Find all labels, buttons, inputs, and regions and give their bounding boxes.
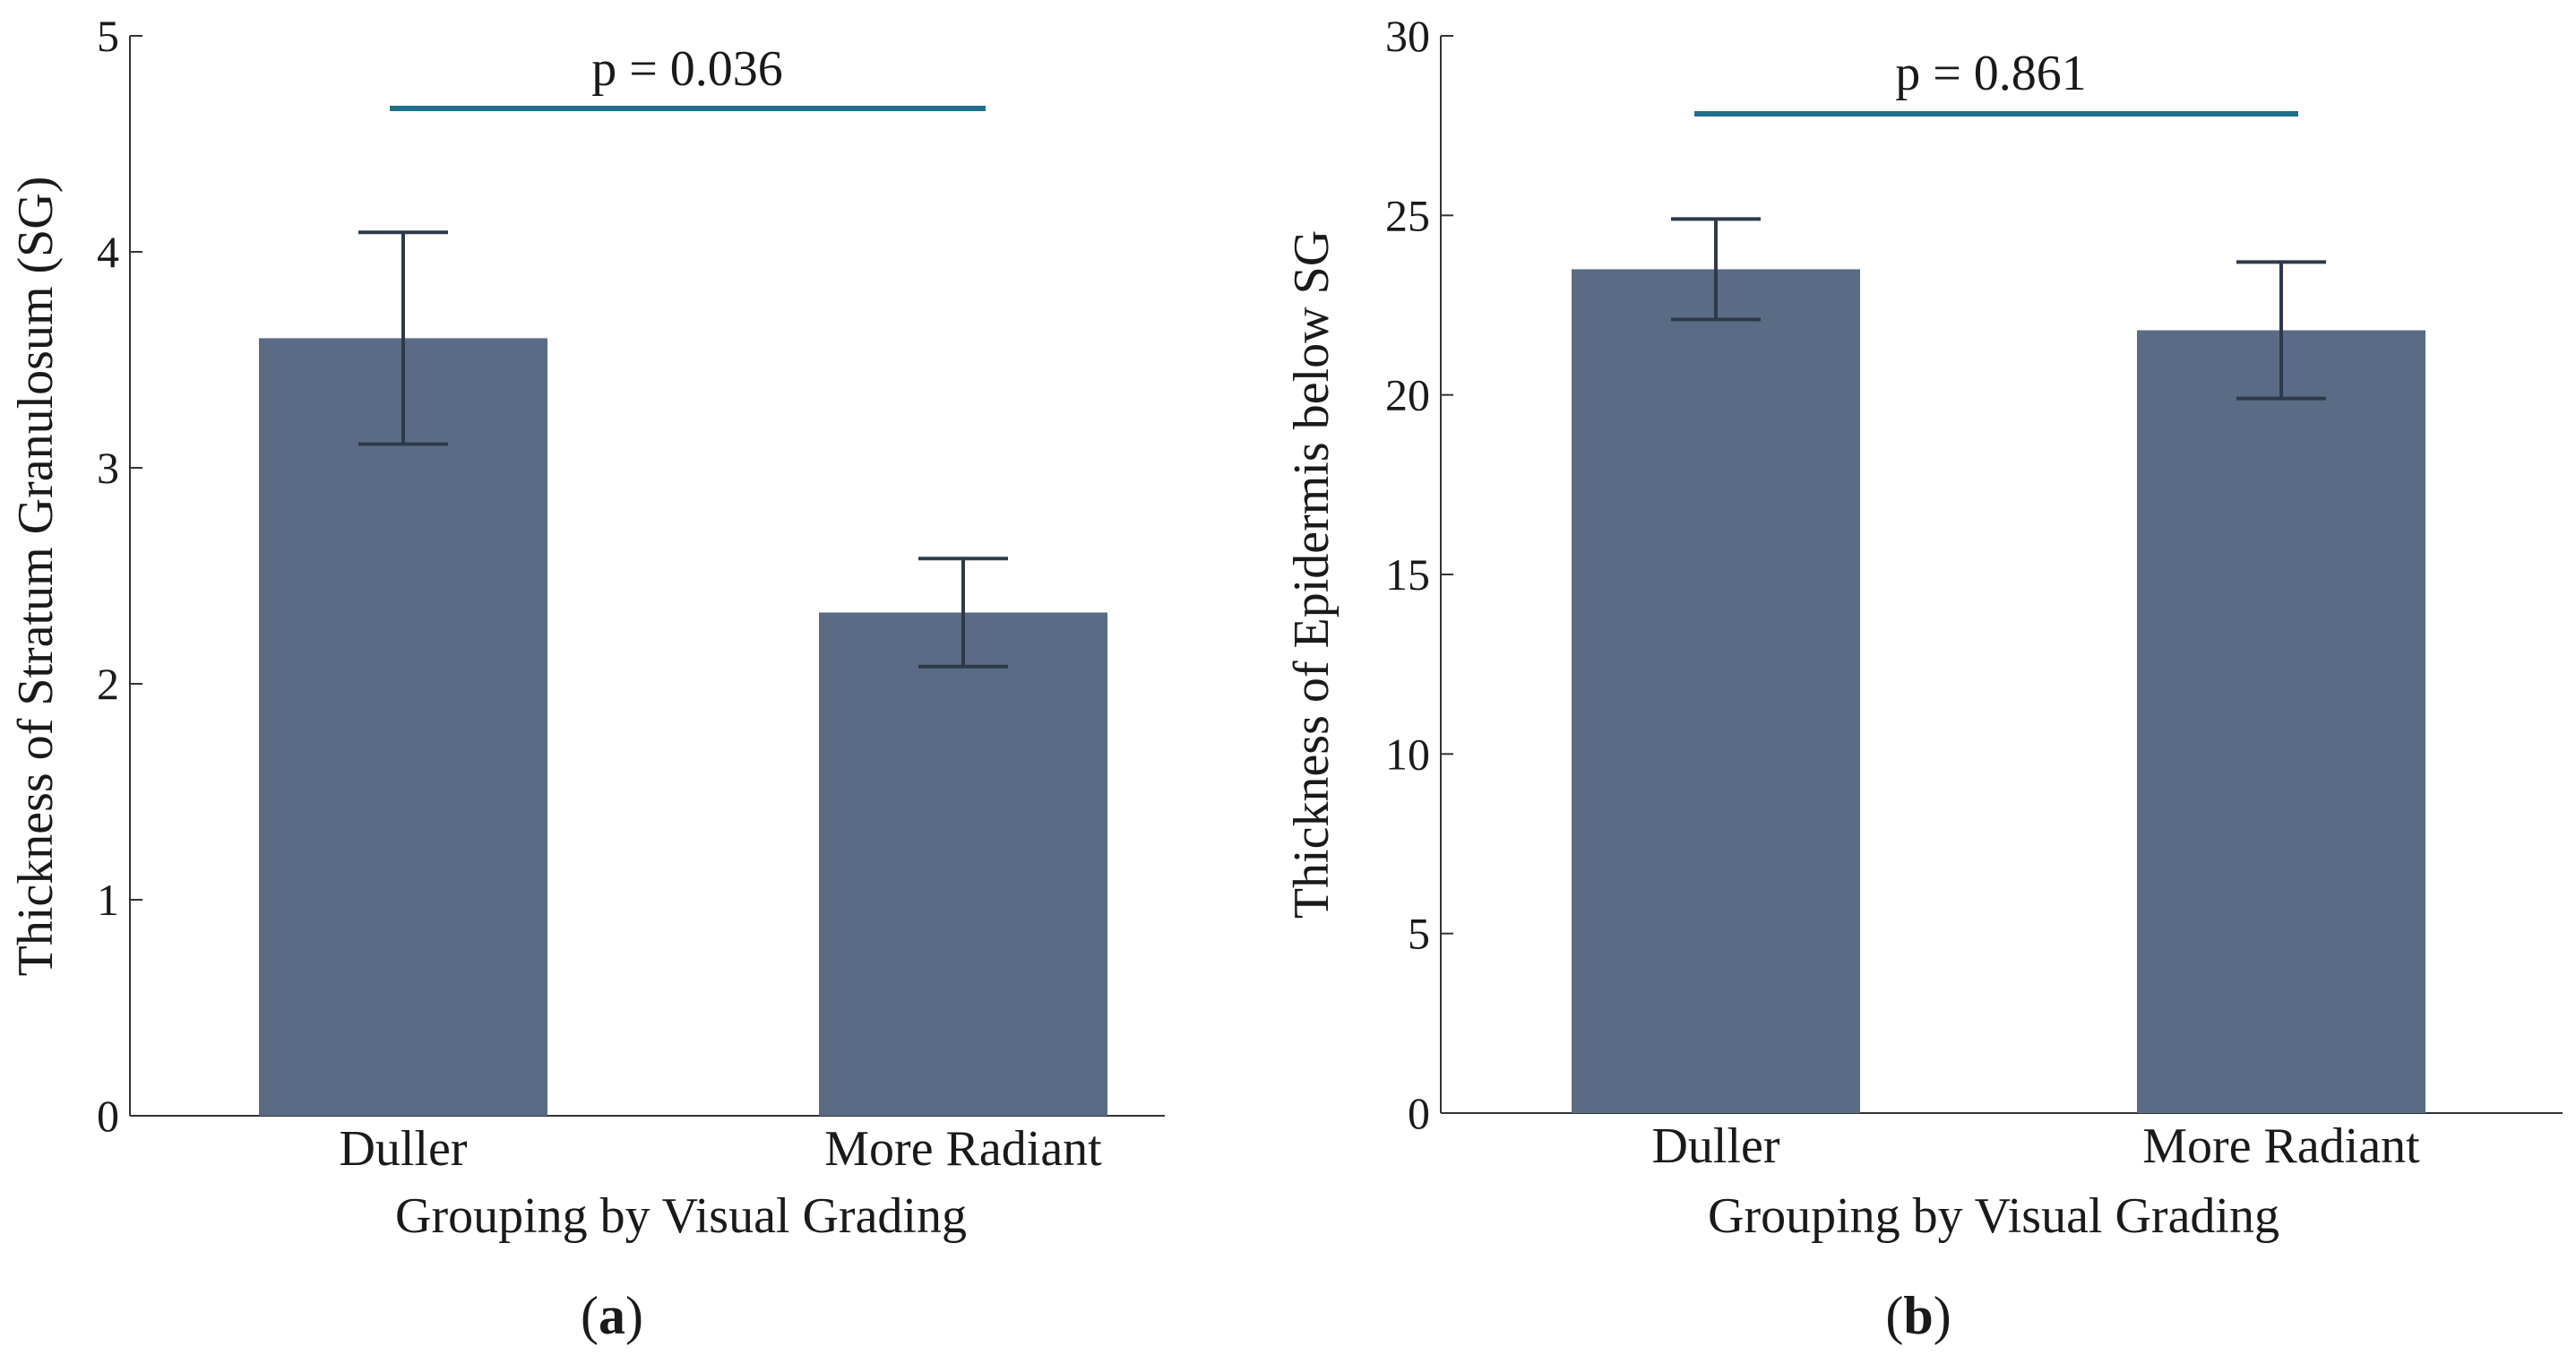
p-value-label: p = 0.036 xyxy=(591,41,783,97)
y-tick-label: 10 xyxy=(1385,729,1430,779)
x-axis-title: Grouping by Visual Grading xyxy=(395,1188,967,1244)
y-tick-label: 5 xyxy=(97,11,119,61)
x-axis-title: Grouping by Visual Grading xyxy=(1708,1188,2279,1244)
panel-label-close: ) xyxy=(1934,1286,1951,1345)
panel-label: (a) xyxy=(581,1286,643,1345)
y-tick-label: 2 xyxy=(97,659,119,709)
panel-label-open: ( xyxy=(1885,1286,1903,1345)
x-category-label: More Radiant xyxy=(2142,1118,2420,1174)
panel-label-letter: a xyxy=(599,1286,625,1345)
x-category-label: More Radiant xyxy=(824,1121,1102,1177)
x-category-label: Duller xyxy=(1651,1118,1779,1174)
y-axis-title: Thickness of Epidermis below SG xyxy=(1284,230,1340,919)
y-tick-label: 3 xyxy=(97,443,119,493)
y-tick-label: 1 xyxy=(97,875,119,925)
p-value-label: p = 0.861 xyxy=(1895,46,2087,101)
panel-label-letter: b xyxy=(1903,1286,1933,1345)
bar-more-radiant xyxy=(2137,330,2425,1114)
bar-duller xyxy=(1572,269,1860,1113)
y-tick-label: 0 xyxy=(1408,1088,1430,1138)
chart-panel-b: 0 5 10 15 20 25 30 Duller More Radiant p = 0.861 G… xyxy=(1284,11,2563,1345)
chart-panel-a: 0 1 2 3 4 5 Duller More Radiant p = 0.036 Groupin… xyxy=(8,11,1165,1345)
y-tick-label: 25 xyxy=(1385,190,1430,240)
y-tick-label: 20 xyxy=(1385,370,1430,420)
panel-label-close: ) xyxy=(625,1286,643,1345)
y-tick-label: 15 xyxy=(1385,549,1430,600)
y-axis-title: Thickness of Stratum Granulosum (SG) xyxy=(8,177,64,977)
y-tick-label: 5 xyxy=(1408,909,1430,959)
y-tick-label: 4 xyxy=(97,227,119,277)
panel-label: (b) xyxy=(1885,1286,1951,1345)
x-category-label: Duller xyxy=(339,1121,467,1177)
y-tick-label: 0 xyxy=(97,1091,119,1141)
bar-duller xyxy=(259,338,547,1116)
panel-label-open: ( xyxy=(581,1286,599,1345)
y-tick-label: 30 xyxy=(1385,11,1430,61)
bar-more-radiant xyxy=(819,612,1107,1116)
